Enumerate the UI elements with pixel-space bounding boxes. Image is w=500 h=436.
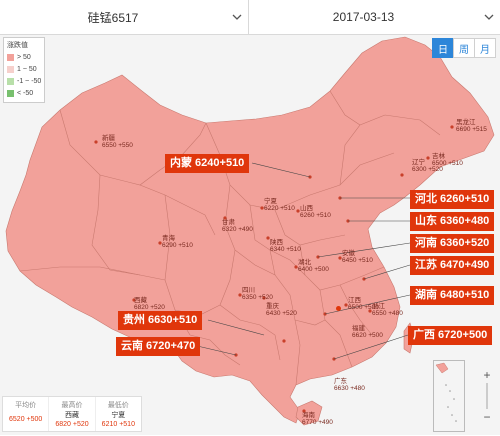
legend-item[interactable]: < -50 <box>4 87 44 99</box>
ningxia-name: 宁夏 <box>264 198 277 205</box>
hubei-name: 湖北 <box>298 259 311 266</box>
xizang-value: 6820 +520 <box>134 304 165 311</box>
legend: 涨跌值 > 50 1 ~ 50 -1 ~ -50 < -50 <box>3 37 45 103</box>
ningxia-value: 6220 +510 <box>264 205 295 212</box>
period-toggle: 日 周 月 <box>432 38 496 58</box>
legend-swatch <box>7 89 14 97</box>
shanxi-name: 山西 <box>300 205 313 212</box>
callout-yunnan[interactable]: 云南 6720+470 <box>116 337 201 356</box>
callout-jiangsu[interactable]: 江苏 6470+490 <box>410 256 495 275</box>
average-price: 平均价 6520 +500 <box>3 397 48 431</box>
legend-swatch <box>7 65 14 73</box>
date-dropdown[interactable]: 2017-03-13 <box>249 0 500 34</box>
zhejiang-name: 浙江 <box>372 303 385 310</box>
shaanxi-value: 6340 +510 <box>270 246 301 253</box>
gansu-value: 6320 +490 <box>222 226 253 233</box>
anhui-value: 6450 +510 <box>342 257 373 264</box>
jiangxi-value: 6500 +500 <box>348 304 379 311</box>
callout-henan[interactable]: 河南 6360+520 <box>410 234 495 253</box>
chongqing-value: 6430 +520 <box>266 310 297 317</box>
shanxi-value: 6260 +510 <box>300 212 331 219</box>
liaoning-name: 辽宁 <box>412 159 425 166</box>
jilin-name: 吉林 <box>432 153 445 160</box>
zhejiang-value: 6550 +480 <box>372 310 403 317</box>
callout-leaders <box>192 162 411 360</box>
qinghai-name: 青海 <box>162 235 175 242</box>
price-summary: 平均价 6520 +500 最高价 西藏 6820 +520 最低价 宁夏 62… <box>2 396 142 432</box>
callout-hebei[interactable]: 河北 6260+510 <box>410 190 495 209</box>
heilongjiang-name: 黑龙江 <box>456 119 476 126</box>
date-label: 2017-03-13 <box>332 10 395 24</box>
guangdong-name: 广东 <box>334 378 347 385</box>
hainan-value: 6770 +490 <box>302 419 333 426</box>
highest-price-region: 西藏 <box>64 412 79 419</box>
legend-label: > 50 <box>17 53 31 61</box>
south-china-sea-inset <box>433 360 465 432</box>
zoom-control: + − <box>480 368 494 424</box>
legend-label: -1 ~ -50 <box>17 77 42 85</box>
fujian-name: 福建 <box>352 325 365 332</box>
lowest-price-label: 最低价 <box>107 402 129 409</box>
province-borders <box>19 90 441 386</box>
fujian-value: 6620 +500 <box>352 332 383 339</box>
heilongjiang-value: 6690 +515 <box>456 126 487 133</box>
lowest-price-region: 宁夏 <box>111 412 126 419</box>
highest-price-value: 6820 +520 <box>55 421 89 428</box>
average-price-value: 6520 +500 <box>9 416 43 423</box>
legend-item[interactable]: > 50 <box>4 51 44 63</box>
jilin-value: 6500 +510 <box>432 160 463 167</box>
liaoning-value: 6300 +520 <box>412 166 443 173</box>
zoom-slider[interactable] <box>486 383 488 409</box>
legend-swatch <box>7 77 14 85</box>
xinjiang-value: 6550 +550 <box>102 142 133 149</box>
jiangxi-name: 江西 <box>348 297 361 304</box>
chongqing-name: 重庆 <box>266 303 279 310</box>
callout-neimenggu[interactable]: 内蒙 6240+510 <box>165 154 250 173</box>
legend-label: < -50 <box>17 89 34 97</box>
legend-label: 1 ~ 50 <box>17 65 37 73</box>
sichuan-value: 6350 +520 <box>242 294 273 301</box>
callout-shandong[interactable]: 山东 6360+480 <box>410 212 495 231</box>
legend-title: 涨跌值 <box>7 42 28 49</box>
hainan-island <box>295 400 323 426</box>
xinjiang-name: 新疆 <box>102 135 115 142</box>
callout-hunan[interactable]: 湖南 6480+510 <box>410 286 495 305</box>
inset-map <box>435 362 457 422</box>
legend-item[interactable]: -1 ~ -50 <box>4 75 44 87</box>
guangdong-value: 6630 +480 <box>334 385 365 392</box>
highest-price: 最高价 西藏 6820 +520 <box>48 397 94 431</box>
map-pin-icon <box>336 306 341 311</box>
xizang-name: 西藏 <box>134 297 147 304</box>
period-month-button[interactable]: 月 <box>474 38 496 58</box>
sichuan-name: 四川 <box>242 287 255 294</box>
legend-item[interactable]: 1 ~ 50 <box>4 63 44 75</box>
zoom-out-button[interactable]: − <box>483 410 491 424</box>
product-label: 硅锰6517 <box>87 10 139 25</box>
average-price-label: 平均价 <box>15 402 37 409</box>
lowest-price: 最低价 宁夏 6210 +510 <box>94 397 141 431</box>
hainan-name: 海南 <box>302 412 315 419</box>
callout-guizhou[interactable]: 贵州 6630+510 <box>118 311 203 330</box>
period-week-button[interactable]: 周 <box>453 38 475 58</box>
highest-price-label: 最高价 <box>61 402 83 409</box>
legend-swatch <box>7 53 14 61</box>
gansu-name: 甘肃 <box>222 219 235 226</box>
hubei-value: 6400 +500 <box>298 266 329 273</box>
chevron-down-icon <box>226 14 248 20</box>
lowest-price-value: 6210 +510 <box>101 421 135 428</box>
top-bar: 硅锰6517 2017-03-13 <box>0 0 500 35</box>
product-dropdown[interactable]: 硅锰6517 <box>0 0 249 34</box>
callout-guangxi[interactable]: 广西 6720+500 <box>408 326 493 345</box>
qinghai-value: 6290 +510 <box>162 242 193 249</box>
anhui-name: 安徽 <box>342 250 355 257</box>
period-day-button[interactable]: 日 <box>432 38 454 58</box>
chevron-down-icon <box>478 14 500 20</box>
shaanxi-name: 陕西 <box>270 239 283 246</box>
zoom-in-button[interactable]: + <box>483 368 491 382</box>
